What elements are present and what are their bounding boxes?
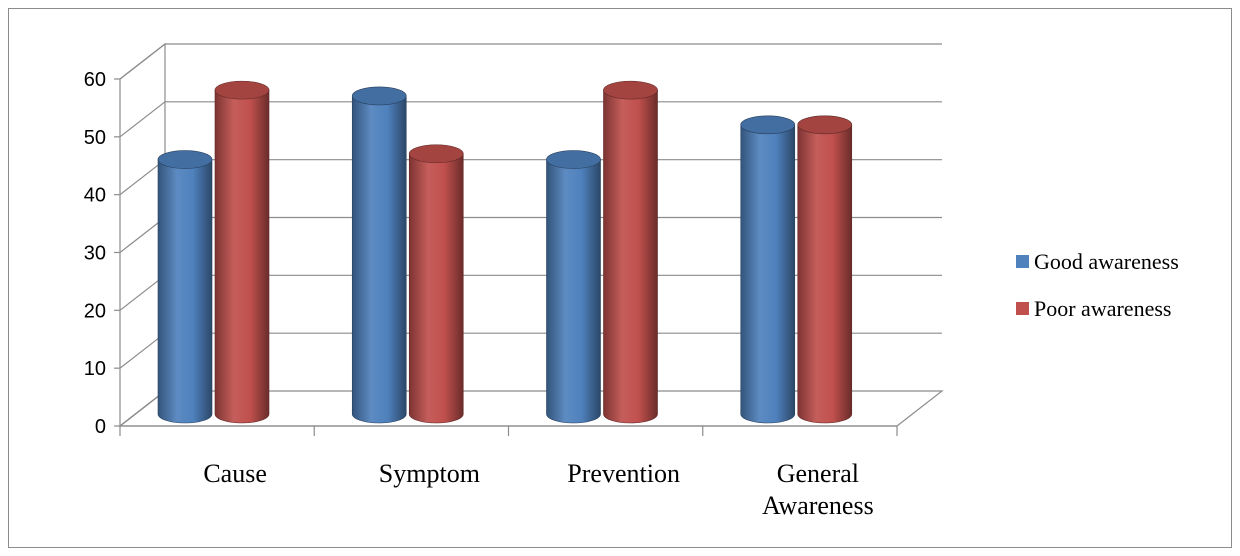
y-tick-label: 60	[84, 69, 106, 91]
gridline-side	[119, 332, 166, 369]
x-tick-labels: Cause Symptom Prevention General Awareness	[203, 459, 873, 520]
gridline-side	[119, 43, 166, 80]
bar	[603, 80, 658, 424]
y-tick-label: 50	[84, 127, 106, 149]
x-tick-label: General Awareness	[762, 459, 874, 520]
bar	[797, 115, 853, 424]
x-tick-label: Cause	[203, 459, 267, 488]
legend-label-poor: Poor awareness	[1034, 295, 1172, 321]
legend-swatch-good	[1016, 255, 1029, 268]
legend-swatch-poor	[1016, 302, 1029, 315]
gridline-side	[119, 217, 166, 253]
gridline-side	[119, 390, 166, 427]
x-tick-label: Symptom	[379, 459, 480, 488]
legend-item-good: Good awareness	[1016, 248, 1179, 275]
bar	[214, 80, 270, 424]
bar	[408, 144, 464, 424]
bar	[740, 115, 796, 424]
x-tick-label: Prevention	[567, 459, 680, 488]
legend-item-poor: Poor awareness	[1016, 295, 1179, 322]
y-tick-label: 20	[84, 300, 106, 322]
legend-label-good: Good awareness	[1034, 248, 1179, 274]
y-tick-label: 0	[95, 416, 106, 438]
y-tick-labels: 0 10 20 30 40 50 60	[84, 69, 106, 438]
bar	[546, 150, 601, 424]
bar	[157, 150, 213, 424]
gridline-side	[119, 101, 166, 138]
legend: Good awareness Poor awareness	[1016, 248, 1179, 342]
bar	[351, 86, 407, 424]
axes	[114, 78, 898, 436]
y-tick-label: 10	[84, 358, 106, 380]
gridline-side	[119, 274, 166, 311]
bars	[157, 80, 853, 424]
y-tick-label: 40	[84, 185, 106, 207]
y-tick-label: 30	[84, 243, 106, 265]
gridline-side	[119, 159, 166, 196]
